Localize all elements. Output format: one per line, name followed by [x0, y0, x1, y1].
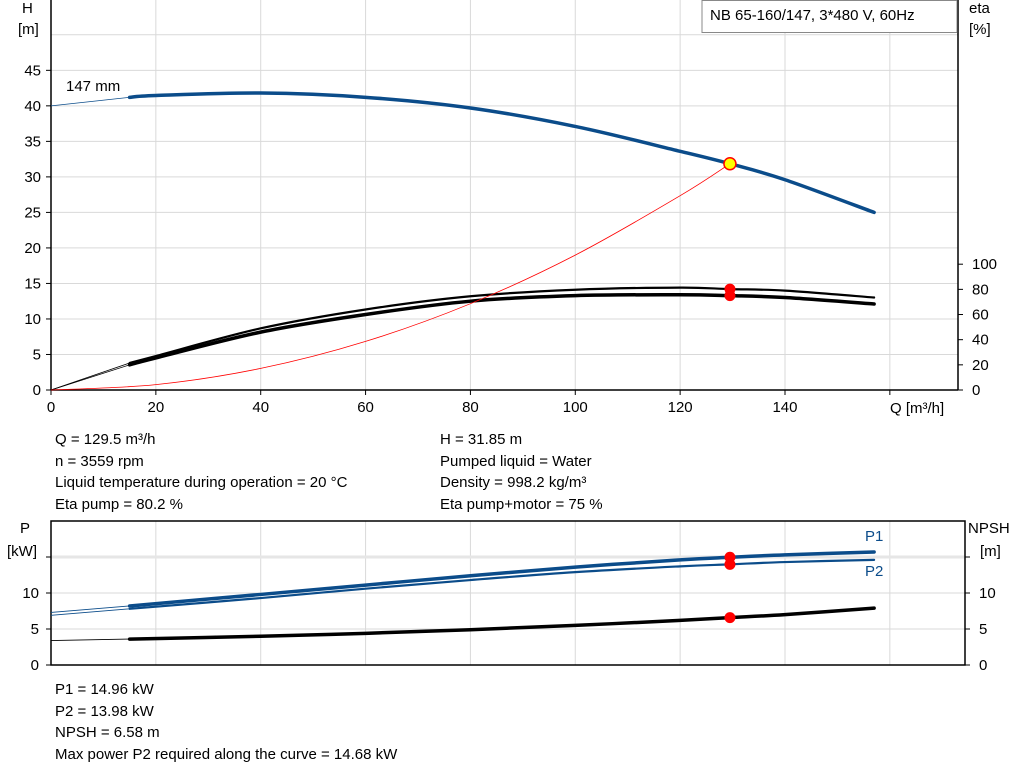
p1-curve-extrapolated — [50, 605, 130, 613]
x-tick-label: 60 — [357, 399, 374, 416]
info-speed: n = 3559 rpm — [55, 452, 144, 470]
y-axis-label-line2: [m] — [18, 21, 39, 38]
title-box-text: NB 65-160/147, 3*480 V, 60Hz — [710, 7, 915, 24]
y-tick-label: 15 — [24, 275, 41, 292]
info-eta-pump-motor: Eta pump+motor = 75 % — [440, 495, 603, 513]
y2-tick-label: 100 — [972, 256, 997, 273]
eta-pump-motor-curve — [127, 293, 876, 367]
p-tick-label: 0 — [31, 657, 39, 674]
power-npsh-chart: 0 0 5 5 10 10 — [22, 520, 996, 674]
p1-curve — [127, 550, 876, 608]
y-tick-label: 30 — [24, 169, 41, 186]
p2-curve — [128, 558, 876, 610]
duty-point-marker — [723, 156, 737, 171]
info-bottom: P1 = 14.96 kW P2 = 13.98 kW NPSH = 6.58 … — [55, 679, 397, 765]
operating-point-marker — [724, 558, 736, 570]
p-axis-label-line2: [kW] — [7, 543, 37, 560]
x-tick-label: 120 — [668, 399, 693, 416]
info-eta-pump: Eta pump = 80.2 % — [55, 495, 183, 513]
info-max-p2: Max power P2 required along the curve = … — [55, 745, 398, 763]
npsh-curve-extrapolated — [50, 638, 130, 641]
x-tick-label: 80 — [462, 399, 479, 416]
y2-tick-label: 60 — [972, 307, 989, 324]
y2-tick-label: 0 — [972, 382, 980, 399]
y2-tick-label: 20 — [972, 357, 989, 374]
x-axis-label: Q [m³/h] — [890, 400, 944, 417]
head-curve-extrapolated — [50, 96, 130, 107]
y-tick-label: 40 — [24, 98, 41, 115]
p1-label: P1 — [865, 528, 883, 545]
y2-tick-label: 80 — [972, 281, 989, 298]
y-tick-label: 45 — [24, 62, 41, 79]
system-curve — [50, 163, 731, 391]
info-head: H = 31.85 m — [440, 431, 523, 448]
info-p1: P1 = 14.96 kW — [55, 681, 154, 698]
info-flow: Q = 129.5 m³/h — [55, 431, 156, 448]
y-tick-label: 20 — [24, 240, 41, 257]
y-tick-label: 0 — [33, 382, 41, 399]
title-box: NB 65-160/147, 3*480 V, 60Hz — [701, 0, 958, 33]
info-npsh: NPSH = 6.58 m — [55, 724, 160, 741]
eta-pump-motor-curve-extrapolated — [50, 364, 130, 391]
operating-point-marker — [724, 612, 736, 624]
info-pumped-liquid: Pumped liquid = Water — [440, 452, 592, 470]
npsh-axis-label-line2: [m] — [980, 543, 1001, 560]
y-tick-label: 5 — [33, 346, 41, 363]
info-top-left: Q = 129.5 m³/h n = 3559 rpm Liquid tempe… — [55, 429, 347, 515]
impeller-annotation: 147 mm — [66, 78, 120, 95]
x-tick-label: 140 — [772, 399, 797, 416]
head-efficiency-chart: 0 20 40 60 80 100 120 140 0 5 10 15 20 25 30 35 40 45 0 20 4… — [24, 0, 997, 416]
y-tick-label: 25 — [24, 204, 41, 221]
y2-tick-label: 40 — [972, 332, 989, 349]
info-top-right: H = 31.85 m Pumped liquid = Water Densit… — [440, 429, 603, 515]
npsh-tick-label: 5 — [979, 621, 987, 638]
info-density: Density = 998.2 kg/m³ — [440, 474, 587, 491]
x-tick-label: 40 — [252, 399, 269, 416]
y-tick-label: 10 — [24, 311, 41, 328]
p2-curve-extrapolated — [50, 608, 130, 616]
info-liquid-temp: Liquid temperature during operation = 20… — [55, 474, 348, 491]
npsh-axis-label-line1: NPSH — [968, 520, 1010, 537]
y2-axis-label-line1: eta — [969, 0, 991, 17]
y-tick-label: 35 — [24, 133, 41, 150]
x-tick-label: 20 — [148, 399, 165, 416]
npsh-curve — [127, 606, 876, 641]
x-tick-label: 100 — [563, 399, 588, 416]
y2-axis-label-line2: [%] — [969, 21, 991, 38]
npsh-tick-label: 10 — [979, 585, 996, 602]
y-axis-label-line1: H — [22, 0, 33, 17]
p-axis-label-line1: P — [20, 520, 30, 537]
info-p2: P2 = 13.98 kW — [55, 702, 154, 720]
npsh-tick-label: 0 — [979, 657, 987, 674]
head-curve — [127, 91, 876, 215]
p2-label: P2 — [865, 563, 883, 580]
operating-point-marker — [724, 290, 736, 302]
eta-pump-curve — [128, 286, 876, 365]
p-tick-label: 5 — [31, 621, 39, 638]
x-tick-label: 0 — [47, 399, 55, 416]
p-tick-label: 10 — [22, 585, 39, 602]
